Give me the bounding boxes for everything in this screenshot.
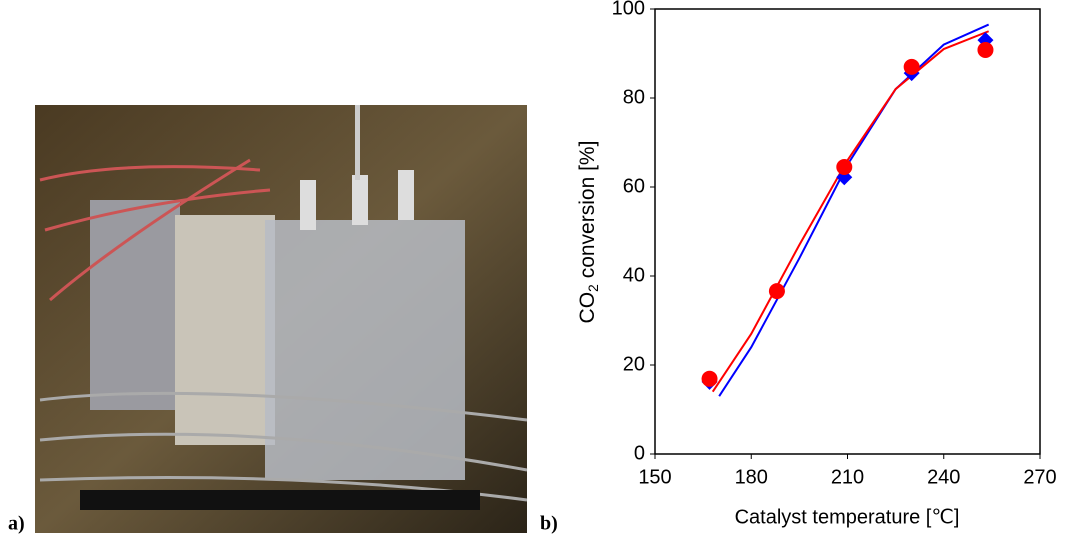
y-tick-label: 20	[623, 353, 645, 375]
fit-curve	[711, 30, 990, 393]
y-tick-label: 100	[612, 0, 645, 19]
y-axis-title-part: conversion [%]	[576, 141, 599, 285]
x-tick-label: 150	[638, 466, 671, 488]
marker	[701, 370, 718, 387]
y-axis-title-part: CO	[576, 292, 599, 324]
x-tick-label: 180	[735, 466, 768, 488]
y-tick-label: 40	[623, 264, 645, 286]
marker	[903, 58, 920, 75]
x-tick-label: 210	[831, 466, 864, 488]
marker	[836, 158, 853, 175]
x-axis-title: Catalyst temperature [℃]	[735, 506, 960, 528]
y-tick-label: 0	[634, 442, 645, 464]
marker	[977, 41, 994, 58]
x-tick-label: 270	[1023, 466, 1056, 488]
panel-label: b)	[540, 513, 558, 535]
marker	[768, 283, 785, 300]
x-tick-label: 240	[927, 466, 960, 488]
panel-label: a)	[8, 513, 25, 535]
y-axis-title-sub: 2	[585, 284, 601, 292]
y-axis-title: CO2 conversion [%]	[576, 141, 601, 324]
photo	[35, 105, 528, 533]
y-tick-label: 60	[623, 175, 645, 197]
fit-curve	[718, 23, 990, 397]
plot-frame	[654, 8, 1041, 455]
y-tick-label: 80	[623, 86, 645, 108]
